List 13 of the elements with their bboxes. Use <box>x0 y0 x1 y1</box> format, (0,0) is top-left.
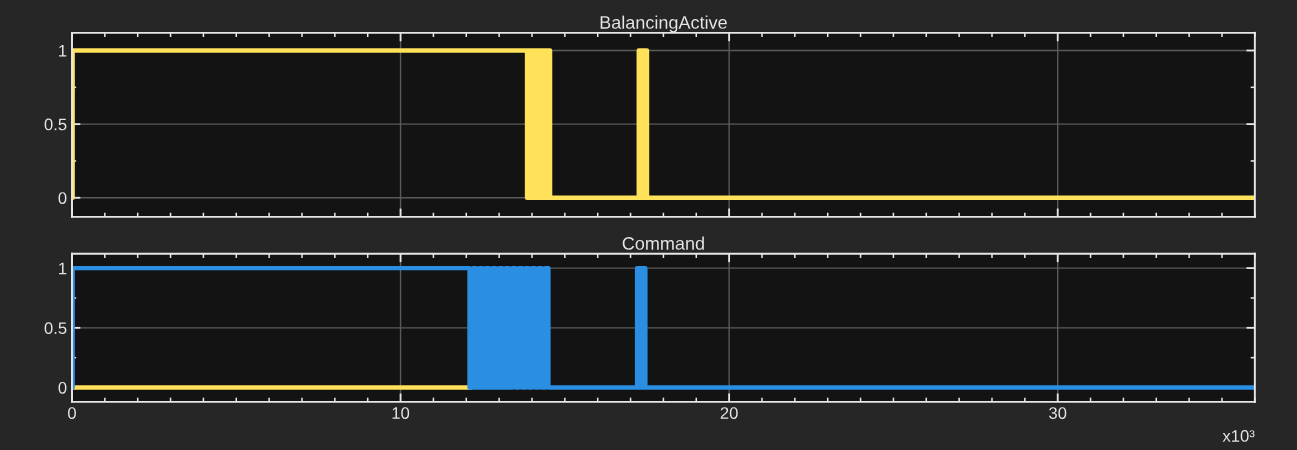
y-tick-label: 1 <box>59 45 67 57</box>
y-tick-label: 0.5 <box>44 322 67 335</box>
y-tick-label: 1 <box>59 262 67 275</box>
x-tick-label: 10 <box>392 407 410 419</box>
x-tick-label: 0 <box>68 407 76 419</box>
x-tick-label: 20 <box>720 407 738 419</box>
text: x10³ <box>1222 430 1255 442</box>
y-tick-label: 0.5 <box>44 118 67 131</box>
chart-title: Command <box>622 236 704 250</box>
x-tick-label: 30 <box>1049 407 1067 419</box>
chart-title: BalancingActive <box>600 15 727 33</box>
y-tick-label: 0 <box>58 192 67 204</box>
y-tick-label: 0 <box>58 381 67 394</box>
